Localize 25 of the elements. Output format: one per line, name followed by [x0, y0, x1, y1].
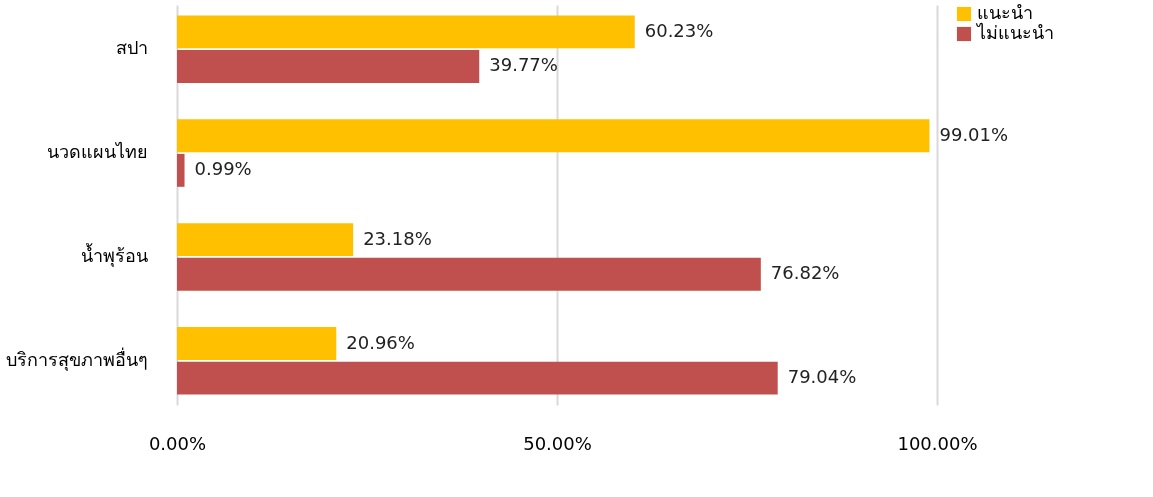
x-tick-label: 100.00% [897, 432, 978, 454]
bar [177, 327, 337, 360]
legend-label: ไม่แนะนำ [975, 22, 1054, 43]
x-tick-label: 50.00% [523, 432, 592, 454]
bar [177, 223, 354, 257]
bar [177, 257, 761, 291]
legend-label: แนะนำ [977, 2, 1033, 23]
data-label: 99.01% [939, 123, 1009, 145]
bar [177, 361, 778, 395]
data-label: 79.04% [787, 366, 857, 388]
y-tick-label: บริการสุขภาพอื่นๆ [5, 346, 148, 371]
y-tick-label: น้ำพุร้อน [80, 242, 148, 267]
bar [177, 153, 185, 187]
y-tick-label: สปา [115, 37, 148, 59]
bar [177, 50, 480, 83]
bar [177, 15, 635, 49]
bar [177, 119, 930, 153]
data-label: 60.23% [644, 19, 714, 41]
data-label: 20.96% [346, 331, 415, 353]
data-label: 39.77% [489, 54, 558, 76]
data-label: 23.18% [363, 227, 432, 249]
data-label: 76.82% [770, 262, 840, 284]
x-tick-label: 0.00% [148, 432, 207, 454]
data-label: 0.99% [194, 158, 252, 180]
y-tick-label: นวดแผนไทย [46, 141, 148, 163]
